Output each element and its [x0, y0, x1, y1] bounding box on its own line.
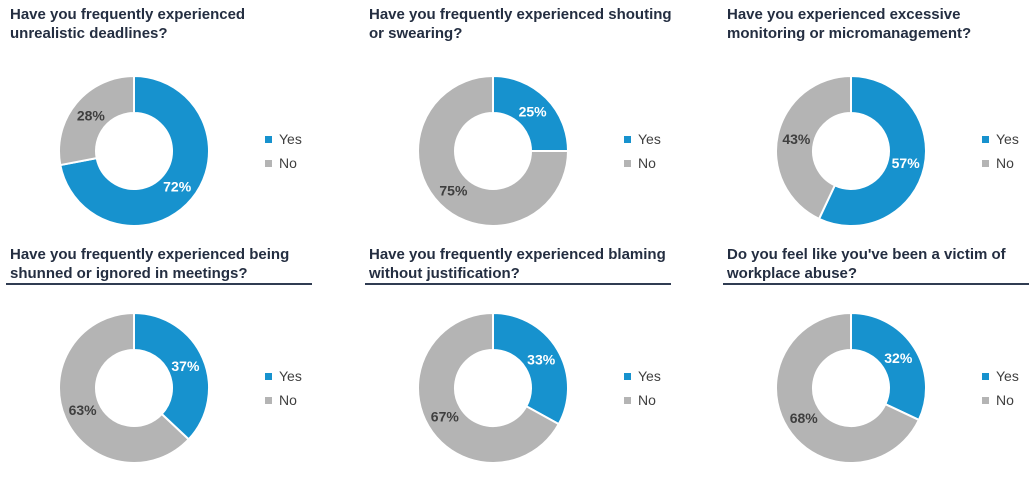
legend-item-no: No	[265, 151, 302, 175]
donut-chart-card: Have you experienced excessive monitorin…	[690, 0, 1035, 240]
chart-legend: Yes No	[265, 364, 302, 412]
legend-swatch-no-icon	[624, 159, 631, 167]
donut-chart: 72% 28%	[58, 75, 210, 227]
slice-label-yes: 37%	[171, 358, 200, 374]
slice-yes	[133, 312, 210, 441]
slice-label-no: 68%	[790, 410, 819, 426]
title-divider	[365, 283, 671, 285]
legend-label-no: No	[279, 392, 297, 408]
slice-label-no: 28%	[77, 107, 106, 123]
chart-title: Have you frequently experienced shouting…	[369, 6, 672, 42]
slice-no	[417, 75, 569, 227]
legend-item-no: No	[624, 388, 661, 412]
donut-chart-card: Have you frequently experienced unrealis…	[0, 0, 345, 240]
legend-label-no: No	[279, 155, 297, 171]
chart-title: Have you frequently experienced unrealis…	[10, 6, 246, 42]
slice-label-yes: 32%	[884, 350, 913, 366]
legend-label-yes: Yes	[638, 368, 661, 384]
donut-chart-card: Have you frequently experienced shouting…	[345, 0, 690, 240]
legend-swatch-yes-icon	[624, 135, 631, 143]
chart-legend: Yes No	[624, 364, 661, 412]
slice-yes	[850, 312, 927, 421]
slice-yes	[59, 75, 210, 227]
donut-chart: 33% 67%	[417, 312, 569, 464]
slice-no	[417, 312, 560, 464]
donut-chart-card: Have you frequently experienced blaming …	[345, 240, 690, 479]
legend-swatch-no-icon	[265, 159, 272, 167]
legend-swatch-no-icon	[265, 396, 272, 404]
chart-title: Have you frequently experienced being sh…	[10, 246, 290, 282]
legend-swatch-no-icon	[624, 396, 631, 404]
donut-chart: 37% 63%	[58, 312, 210, 464]
slice-no	[775, 75, 852, 220]
legend-swatch-yes-icon	[265, 372, 272, 380]
chart-legend: Yes No	[982, 127, 1019, 175]
donut-chart-card: Have you frequently experienced being sh…	[0, 240, 345, 479]
legend-item-no: No	[982, 388, 1019, 412]
donut-chart: 57% 43%	[775, 75, 927, 227]
legend-label-yes: Yes	[996, 131, 1019, 147]
legend-item-no: No	[265, 388, 302, 412]
slice-yes	[492, 312, 569, 426]
title-divider	[6, 283, 312, 285]
legend-item-yes: Yes	[624, 364, 661, 388]
legend-swatch-yes-icon	[624, 372, 631, 380]
legend-item-yes: Yes	[982, 364, 1019, 388]
chart-legend: Yes No	[265, 127, 302, 175]
legend-item-no: No	[982, 151, 1019, 175]
title-divider	[723, 283, 1029, 285]
legend-item-yes: Yes	[265, 364, 302, 388]
slice-label-yes: 57%	[892, 155, 921, 171]
slice-label-no: 63%	[69, 402, 98, 418]
slice-label-yes: 72%	[163, 179, 192, 195]
legend-item-yes: Yes	[982, 127, 1019, 151]
legend-swatch-yes-icon	[265, 135, 272, 143]
chart-title: Have you experienced excessive monitorin…	[727, 6, 972, 42]
chart-legend: Yes No	[624, 127, 661, 175]
legend-label-yes: Yes	[279, 368, 302, 384]
slice-yes	[818, 75, 927, 227]
donut-chart: 32% 68%	[775, 312, 927, 464]
slice-label-no: 67%	[431, 409, 460, 425]
legend-swatch-no-icon	[982, 159, 989, 167]
legend-item-no: No	[624, 151, 661, 175]
slice-no	[775, 312, 920, 464]
slice-no	[58, 312, 190, 464]
slice-label-yes: 33%	[527, 351, 556, 367]
slice-label-no: 43%	[782, 131, 811, 147]
slice-yes	[492, 75, 569, 152]
legend-label-no: No	[638, 392, 656, 408]
legend-swatch-yes-icon	[982, 135, 989, 143]
slice-label-yes: 25%	[519, 103, 548, 119]
legend-label-no: No	[996, 392, 1014, 408]
legend-label-yes: Yes	[279, 131, 302, 147]
legend-label-yes: Yes	[638, 131, 661, 147]
chart-legend: Yes No	[982, 364, 1019, 412]
legend-label-no: No	[638, 155, 656, 171]
donut-chart: 25% 75%	[417, 75, 569, 227]
legend-item-yes: Yes	[265, 127, 302, 151]
legend-swatch-yes-icon	[982, 372, 989, 380]
legend-label-yes: Yes	[996, 368, 1019, 384]
donut-chart-card: Do you feel like you've been a victim of…	[690, 240, 1035, 479]
chart-title: Have you frequently experienced blaming …	[369, 246, 666, 282]
slice-no	[58, 75, 135, 167]
chart-title: Do you feel like you've been a victim of…	[727, 246, 1006, 282]
slice-label-no: 75%	[439, 183, 468, 199]
legend-label-no: No	[996, 155, 1014, 171]
legend-item-yes: Yes	[624, 127, 661, 151]
legend-swatch-no-icon	[982, 396, 989, 404]
